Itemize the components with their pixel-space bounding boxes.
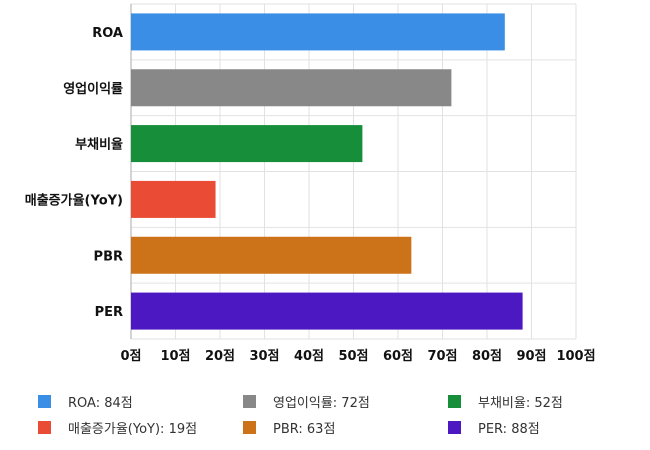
category-label: ROA bbox=[92, 26, 123, 41]
category-label: 부채비율 bbox=[75, 137, 123, 153]
legend-label-sales-growth: 매출증가율(YoY): 19점 bbox=[68, 421, 198, 437]
legend-item-debt-ratio[interactable]: 부채비율: 52점 bbox=[448, 390, 563, 412]
category-label: 매출증가율(YoY) bbox=[25, 192, 123, 208]
legend-label-pbr: PBR: 63점 bbox=[273, 421, 336, 437]
legend-swatch-roa bbox=[38, 394, 51, 408]
x-tick-label: 70점 bbox=[427, 349, 457, 364]
x-tick-label: 10점 bbox=[160, 349, 190, 364]
legend-swatch-operating-margin bbox=[243, 394, 256, 408]
x-tick-label: 90점 bbox=[516, 349, 546, 364]
bar bbox=[131, 125, 363, 163]
bar bbox=[131, 236, 412, 274]
legend-item-pbr[interactable]: PBR: 63점 bbox=[243, 416, 335, 438]
legend-item-roa[interactable]: ROA: 84점 bbox=[38, 390, 133, 412]
x-tick-label: 50점 bbox=[338, 349, 368, 364]
x-tick-label: 30점 bbox=[249, 349, 279, 364]
x-tick-label: 60점 bbox=[383, 349, 413, 364]
legend-label-operating-margin: 영업이익률: 72점 bbox=[273, 395, 370, 411]
category-label: PBR bbox=[94, 249, 123, 264]
legend-item-per[interactable]: PER: 88점 bbox=[448, 416, 540, 438]
bar bbox=[131, 292, 523, 330]
legend-item-operating-margin[interactable]: 영업이익률: 72점 bbox=[243, 390, 370, 412]
x-tick-label: 80점 bbox=[472, 349, 502, 364]
category-label: 영업이익률 bbox=[63, 81, 123, 97]
x-tick-label: 20점 bbox=[205, 349, 235, 364]
category-label: PER bbox=[95, 305, 123, 320]
x-tick-label: 40점 bbox=[294, 349, 324, 364]
legend-swatch-per bbox=[448, 420, 461, 434]
legend-swatch-sales-growth bbox=[38, 420, 51, 434]
x-tick-label: 0점 bbox=[120, 349, 141, 364]
legend-swatch-pbr bbox=[243, 420, 256, 434]
bar bbox=[131, 180, 216, 218]
bar bbox=[131, 13, 505, 51]
legend-label-per: PER: 88점 bbox=[478, 421, 540, 437]
bar bbox=[131, 69, 452, 107]
legend-label-roa: ROA: 84점 bbox=[68, 395, 133, 411]
x-tick-label: 100점 bbox=[556, 349, 595, 364]
legend-label-debt-ratio: 부채비율: 52점 bbox=[478, 395, 563, 411]
legend-swatch-debt-ratio bbox=[448, 394, 461, 408]
legend-item-sales-growth[interactable]: 매출증가율(YoY): 19점 bbox=[38, 416, 197, 438]
